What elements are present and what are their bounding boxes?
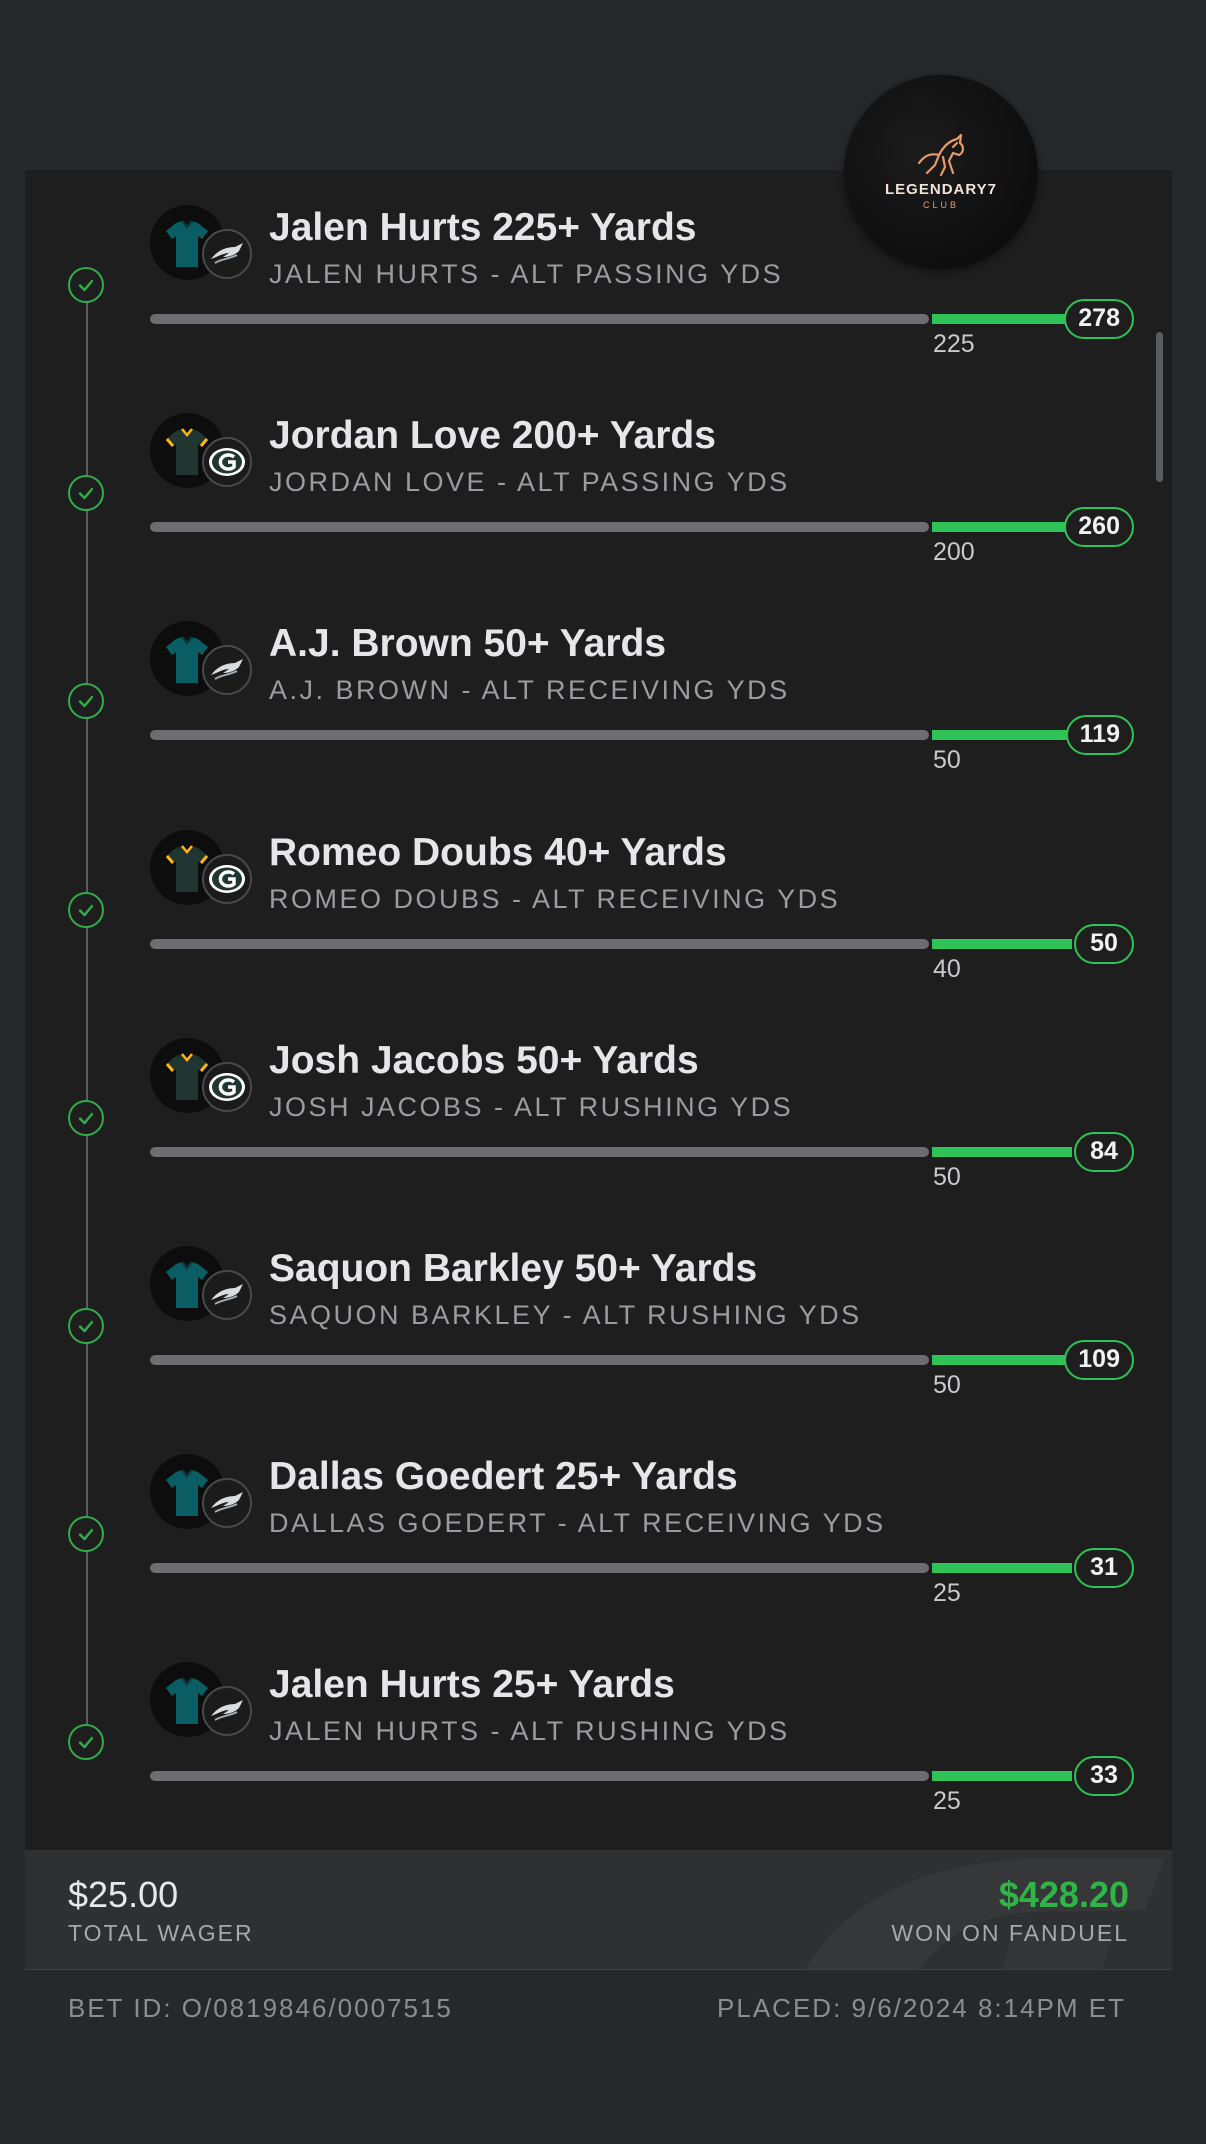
- bet-id: BET ID: O/0819846/0007515: [68, 1993, 453, 2023]
- timeline-line: [86, 280, 88, 1746]
- result-pill: 50: [1074, 924, 1134, 964]
- jersey-icon: [166, 1261, 208, 1308]
- leg-row[interactable]: Jalen Hurts 225+ Yards JALEN HURTS - ALT…: [0, 205, 1206, 413]
- won-label: WON ON FANDUEL: [891, 1920, 1129, 1946]
- logo-name: LEGENDARY7: [885, 181, 997, 198]
- threshold-value: 50: [933, 1163, 961, 1191]
- progress-fill-over: [932, 1355, 1072, 1365]
- eagles-logo-icon: [202, 1270, 252, 1320]
- jersey-icon: [166, 1469, 208, 1516]
- packers-logo-icon: [202, 437, 252, 487]
- progress-track: [150, 314, 929, 324]
- check-circle-icon: [68, 267, 104, 303]
- progress-fill-over: [932, 1147, 1072, 1157]
- eagles-logo-icon: [202, 645, 252, 695]
- progress-fill-over: [932, 314, 1072, 324]
- check-circle-icon: [68, 683, 104, 719]
- leg-title: Jalen Hurts 25+ Yards: [269, 1663, 675, 1706]
- progress-track: [150, 939, 929, 949]
- check-circle-icon: [68, 1516, 104, 1552]
- leg-title: Dallas Goedert 25+ Yards: [269, 1455, 738, 1498]
- threshold-value: 225: [933, 330, 975, 358]
- progress-track: [150, 1563, 929, 1573]
- leg-title: A.J. Brown 50+ Yards: [269, 622, 667, 665]
- progress-fill-over: [932, 1771, 1072, 1781]
- total-wager-amount: $25.00: [68, 1874, 179, 1915]
- result-pill: 33: [1074, 1756, 1134, 1796]
- check-circle-icon: [68, 475, 104, 511]
- leg-row[interactable]: Jordan Love 200+ Yards JORDAN LOVE - ALT…: [0, 413, 1206, 621]
- leg-market: JOSH JACOBS - ALT RUSHING YDS: [269, 1092, 794, 1122]
- result-pill: 119: [1065, 715, 1134, 755]
- progress-track: [150, 1355, 929, 1365]
- leg-market: A.J. BROWN - ALT RECEIVING YDS: [269, 675, 790, 705]
- leg-row[interactable]: A.J. Brown 50+ Yards A.J. BROWN - ALT RE…: [0, 621, 1206, 829]
- wager-summary: $25.00 TOTAL WAGER $428.20 WON ON FANDUE…: [25, 1850, 1172, 1970]
- total-wager-label: TOTAL WAGER: [68, 1920, 254, 1946]
- progress-track: [150, 730, 929, 740]
- jersey-icon: [165, 428, 209, 475]
- threshold-value: 25: [933, 1787, 961, 1815]
- progress-fill-over: [932, 939, 1072, 949]
- legendary7-club-logo: LEGENDARY7 CLUB: [844, 75, 1038, 269]
- packers-logo-icon: [202, 854, 252, 904]
- threshold-value: 50: [933, 746, 961, 774]
- result-pill: 260: [1064, 507, 1134, 547]
- threshold-value: 40: [933, 955, 961, 983]
- threshold-value: 50: [933, 1371, 961, 1399]
- jersey-icon: [166, 636, 208, 683]
- threshold-value: 200: [933, 538, 975, 566]
- leg-row[interactable]: Dallas Goedert 25+ Yards DALLAS GOEDERT …: [0, 1454, 1206, 1662]
- won-amount: $428.20: [998, 1874, 1129, 1915]
- progress-track: [150, 1147, 929, 1157]
- leg-market: SAQUON BARKLEY - ALT RUSHING YDS: [269, 1300, 862, 1330]
- check-circle-icon: [68, 1724, 104, 1760]
- scrollbar[interactable]: [1156, 332, 1163, 482]
- horse-icon: [917, 133, 965, 177]
- progress-track: [150, 1771, 929, 1781]
- leg-title: Jordan Love 200+ Yards: [269, 414, 716, 457]
- leg-market: JORDAN LOVE - ALT PASSING YDS: [269, 467, 790, 497]
- leg-row[interactable]: Josh Jacobs 50+ Yards JOSH JACOBS - ALT …: [0, 1038, 1206, 1246]
- leg-market: JALEN HURTS - ALT PASSING YDS: [269, 259, 784, 289]
- footer-divider: [25, 1969, 1172, 1970]
- leg-market: DALLAS GOEDERT - ALT RECEIVING YDS: [269, 1508, 886, 1538]
- progress-fill-over: [932, 522, 1072, 532]
- leg-market: JALEN HURTS - ALT RUSHING YDS: [269, 1716, 790, 1746]
- jersey-icon: [166, 220, 208, 267]
- result-pill: 278: [1064, 299, 1134, 339]
- check-circle-icon: [68, 892, 104, 928]
- packers-logo-icon: [202, 1062, 252, 1112]
- check-circle-icon: [68, 1308, 104, 1344]
- leg-row[interactable]: Saquon Barkley 50+ Yards SAQUON BARKLEY …: [0, 1246, 1206, 1454]
- leg-market: ROMEO DOUBS - ALT RECEIVING YDS: [269, 884, 841, 914]
- jersey-icon: [165, 1053, 209, 1100]
- leg-title: Jalen Hurts 225+ Yards: [269, 206, 697, 249]
- eagles-logo-icon: [202, 1478, 252, 1528]
- leg-row[interactable]: Jalen Hurts 25+ Yards JALEN HURTS - ALT …: [0, 1662, 1206, 1870]
- leg-row[interactable]: Romeo Doubs 40+ Yards ROMEO DOUBS - ALT …: [0, 830, 1206, 1038]
- check-circle-icon: [68, 1100, 104, 1136]
- eagles-logo-icon: [202, 1686, 252, 1736]
- progress-fill-over: [932, 730, 1072, 740]
- jersey-icon: [166, 1677, 208, 1724]
- progress-track: [150, 522, 929, 532]
- fanduel-watermark-icon: [805, 1858, 1165, 1970]
- threshold-value: 25: [933, 1579, 961, 1607]
- eagles-logo-icon: [202, 229, 252, 279]
- progress-fill-over: [932, 1563, 1072, 1573]
- result-pill: 109: [1064, 1340, 1134, 1380]
- jersey-icon: [165, 845, 209, 892]
- leg-title: Saquon Barkley 50+ Yards: [269, 1247, 758, 1290]
- result-pill: 31: [1074, 1548, 1134, 1588]
- logo-club: CLUB: [922, 200, 959, 210]
- leg-title: Josh Jacobs 50+ Yards: [269, 1039, 699, 1082]
- leg-title: Romeo Doubs 40+ Yards: [269, 831, 727, 874]
- result-pill: 84: [1074, 1132, 1134, 1172]
- placed-timestamp: PLACED: 9/6/2024 8:14PM ET: [717, 1993, 1126, 2023]
